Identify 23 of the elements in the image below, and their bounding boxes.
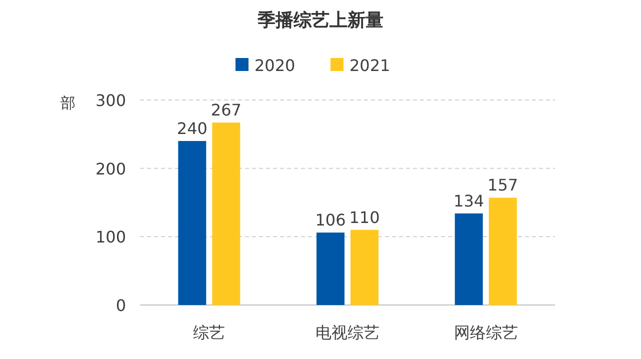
legend-label: 2020 [254, 56, 296, 75]
legend-label: 2021 [350, 56, 390, 75]
data-label: 110 [349, 208, 380, 227]
data-label: 267 [210, 100, 242, 120]
x-tick-label: 网络综艺 [454, 323, 518, 342]
chart-title: 季播综艺上新量 [256, 10, 384, 31]
y-tick-label: 300 [95, 91, 126, 110]
data-label: 106 [315, 210, 346, 230]
bar [488, 198, 517, 305]
x-tick-label: 电视综艺 [316, 323, 380, 342]
y-tick-label: 0 [116, 296, 126, 315]
y-tick-label: 200 [95, 159, 126, 178]
data-label: 157 [488, 176, 518, 195]
y-axis-title: 部 [60, 94, 76, 112]
y-tick-label: 100 [95, 228, 126, 247]
bar [454, 213, 483, 305]
data-label: 134 [454, 191, 484, 210]
bar [350, 230, 378, 305]
bar [316, 232, 344, 305]
bar [212, 122, 240, 305]
x-tick-label: 综艺 [193, 323, 226, 342]
bar [178, 141, 206, 305]
data-label: 240 [176, 119, 208, 138]
